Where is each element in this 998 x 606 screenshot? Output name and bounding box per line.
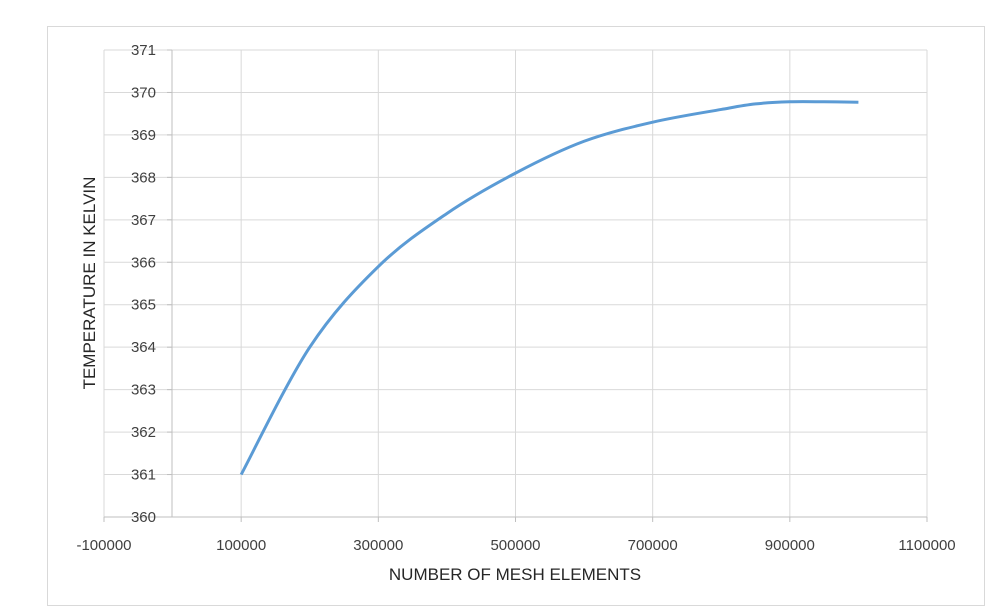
tick-labels: 360 361 362 363 364 365 366 367 368 369 370 371 -100… <box>76 42 955 554</box>
y-tick-label: 369 <box>131 127 156 144</box>
y-tick-label: 366 <box>131 254 156 271</box>
x-tick-label: 300000 <box>353 537 403 554</box>
axes <box>103 49 928 522</box>
y-tick-label: 360 <box>131 509 156 526</box>
y-tick-label: 364 <box>131 339 156 356</box>
y-tick-label: 368 <box>131 169 156 186</box>
y-tick-label: 361 <box>131 467 156 484</box>
gridlines <box>103 49 928 518</box>
y-tick-label: 363 <box>131 382 156 399</box>
y-axis-title: TEMPERATURE IN KELVIN <box>80 177 99 390</box>
x-tick-label: 1100000 <box>898 537 955 554</box>
y-tick-label: 365 <box>131 297 156 314</box>
x-axis-title: NUMBER OF MESH ELEMENTS <box>389 565 641 584</box>
x-tick-label: -100000 <box>76 537 131 554</box>
y-tick-label: 362 <box>131 424 156 441</box>
y-tick-label: 370 <box>131 84 156 101</box>
x-tick-label: 100000 <box>216 537 266 554</box>
y-tick-label: 367 <box>131 212 156 229</box>
series-layer <box>239 100 859 476</box>
x-tick-label: 700000 <box>628 537 678 554</box>
y-tick-label: 371 <box>131 42 156 59</box>
series-line <box>239 100 859 476</box>
x-tick-label: 900000 <box>765 537 815 554</box>
x-tick-label: 500000 <box>490 537 540 554</box>
